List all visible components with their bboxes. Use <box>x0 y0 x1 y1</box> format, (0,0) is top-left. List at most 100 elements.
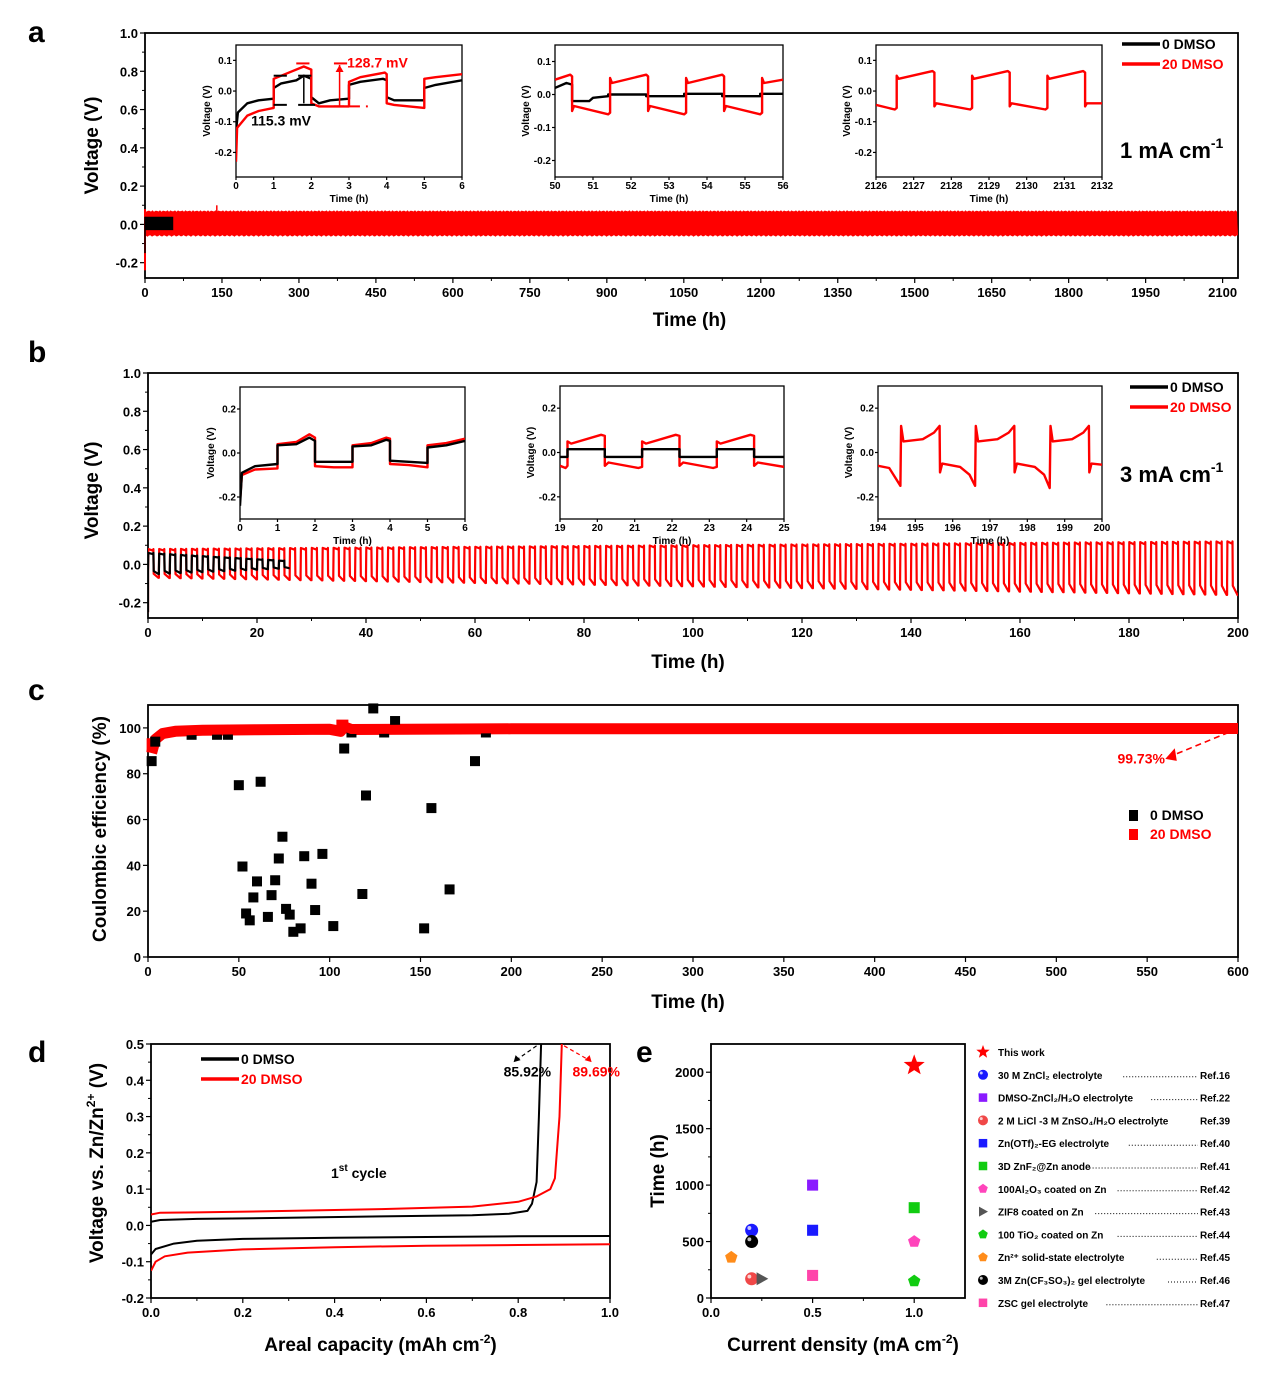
c-series-0-dmso-point <box>248 892 259 903</box>
a-x-tick-label: 450 <box>365 285 387 300</box>
b-inset2-series-0-dmso <box>560 448 784 459</box>
b-inset3-series-group <box>878 424 1102 490</box>
a-inset3-series-group <box>876 69 1102 111</box>
e-legend-label: Zn(OTf)₂-EG electrolyte <box>998 1139 1110 1150</box>
e-legend-marker-30-m-zncl-electrolyte <box>978 1069 988 1080</box>
e-legend-label: 30 M ZnCl₂ electrolyte <box>998 1071 1103 1082</box>
a-x-tick-label: 1800 <box>1054 285 1083 300</box>
d-x-tick-label: 0.8 <box>509 1305 527 1320</box>
a-x-tick-label: 1950 <box>1131 285 1160 300</box>
a-inset2-y-title: Voltage (V) <box>521 85 532 136</box>
c-series-0-dmso-point <box>262 911 273 922</box>
a-inset3-bg <box>876 45 1102 177</box>
b-inset1-y-title: Voltage (V) <box>206 427 217 478</box>
e-legend-label: 2 M LiCl -3 M ZnSO₄/H₂O electrolyte <box>998 1116 1169 1127</box>
a-x-tick-label: 750 <box>519 285 541 300</box>
e-x-tick-label: 0.0 <box>702 1305 720 1320</box>
c-series-0-dmso-point <box>233 780 244 791</box>
b-inset3-y-title: Voltage (V) <box>844 427 855 478</box>
d-x-tick-label: 0.6 <box>417 1305 435 1320</box>
e-point-zn-otf-eg-electrolyte <box>807 1224 819 1236</box>
a-inset2-y-tick-label: -0.1 <box>534 123 552 134</box>
b-inset3-x-tick-label: 199 <box>1056 523 1073 534</box>
a-inset1-x-tick-label: 4 <box>384 181 390 192</box>
a-inset2-x-tick-label: 55 <box>739 181 751 192</box>
b-x-tick-label: 100 <box>682 625 704 640</box>
c-series-0-dmso-point <box>252 876 262 887</box>
d-y-tick-label: -0.2 <box>122 1291 144 1306</box>
b-inset2-x-title: Time (h) <box>653 536 692 547</box>
a-y-title: Voltage (V) <box>82 97 103 195</box>
c-series-0-dmso-point <box>368 703 379 714</box>
c-series-0-dmso-point <box>284 909 295 920</box>
e-point-100al-o-coated-on-zn <box>908 1235 921 1247</box>
a-inset3-series-20-dmso <box>876 69 1102 111</box>
c-series-0-dmso-point <box>361 790 371 801</box>
a-inset2-x-tick-label: 56 <box>777 181 789 192</box>
d-y-tick-label: 0.3 <box>126 1110 144 1125</box>
a-x-tick-label: 1200 <box>746 285 775 300</box>
c-series-0-dmso-point <box>146 756 157 767</box>
d-eff-label-0-dmso: 85.92% <box>504 1064 552 1080</box>
d-y-title: Voltage vs. Zn/Zn2+ (V) <box>84 1063 108 1263</box>
e-x-tick-label: 1.0 <box>905 1305 923 1320</box>
a-plot-frame <box>144 32 1239 279</box>
c-series-0-dmso-point <box>310 905 321 916</box>
a-inset3-y-title: Voltage (V) <box>842 85 853 136</box>
c-series-0-dmso-point <box>328 921 339 932</box>
d-y-tick-label: 0.1 <box>126 1182 144 1197</box>
e-point-3d-znf-zn-anode <box>908 1202 920 1214</box>
e-legend-marker-2-m-licl-3-m-znso-h-o-electrolyte <box>978 1115 988 1126</box>
d-eff-arrow-red <box>563 1045 590 1061</box>
c-series-0-dmso-point <box>470 756 480 767</box>
b-current-density-label: 3 mA cm-1 <box>1120 459 1224 487</box>
b-inset1-x-tick-label: 3 <box>350 523 356 534</box>
b-y-tick-label: 1.0 <box>123 366 141 381</box>
a-inset3-y-tick-label: -0.1 <box>855 117 873 128</box>
a-inset3-x-tick-label: 2128 <box>940 181 963 192</box>
b-series-group <box>148 540 1238 613</box>
b-inset3-x-title: Time (h) <box>971 536 1010 547</box>
b-inset2-bg <box>560 386 784 519</box>
a-inset1-x-tick-label: 1 <box>271 181 277 192</box>
a-inset3-x-title: Time (h) <box>970 194 1009 205</box>
b-inset3-x-tick-label: 195 <box>907 523 924 534</box>
e-legend-label: ZSC gel electrolyte <box>998 1299 1088 1310</box>
b-x-tick-label: 60 <box>468 625 482 640</box>
panel-d-first-cycle: 0.0 0.2 0.4 0.6 0.8 1.0 -0.2 -0.1 0.0 0.1 0.2 0.3 0.… <box>84 1037 621 1356</box>
b-inset2-x-tick-label: 24 <box>741 523 753 534</box>
e-legend-label: DMSO-ZnCl₂/H₂O electrolyte <box>998 1094 1133 1105</box>
c-x-tick-label: 300 <box>682 964 704 979</box>
c-series-0-dmso-point <box>444 884 455 895</box>
c-x-tick-label: 250 <box>591 964 613 979</box>
e-y-tick-label: 1000 <box>675 1178 704 1193</box>
b-x-tick-label: 160 <box>1009 625 1031 640</box>
b-inset2-series-20-dmso <box>560 433 784 470</box>
a-inset1-y-tick-label: 0.0 <box>218 87 232 98</box>
b-inset3-x-tick-label: 196 <box>944 523 961 534</box>
c-y-tick-label: 60 <box>127 813 141 828</box>
b-x-tick-label: 180 <box>1118 625 1140 640</box>
e-point-2-m-licl-3-m-znso-h-o-electrolyte-highlight <box>747 1274 752 1279</box>
c-series-0-dmso-point <box>299 851 310 862</box>
e-point-3m-zn-cf-so-gel-electrolyte-highlight <box>747 1237 752 1242</box>
a-inset1-x-tick-label: 3 <box>346 181 352 192</box>
a-inset1-black-hysteresis-label: 115.3 mV <box>251 113 312 129</box>
e-y-tick-label: 500 <box>682 1235 704 1250</box>
b-inset2-x-tick-label: 21 <box>629 523 641 534</box>
a-y-tick-label: 0.0 <box>120 217 138 232</box>
e-point-30-m-zncl-electrolyte-body <box>745 1223 759 1237</box>
b-y-tick-label: 0.6 <box>123 443 141 458</box>
c-x-tick-label: 550 <box>1136 964 1158 979</box>
panel-letter-c: c <box>28 674 45 707</box>
b-inset2-x-tick-label: 22 <box>666 523 678 534</box>
b-x-tick-label: 200 <box>1227 625 1249 640</box>
d-eff-arrow-red-head <box>584 1055 592 1063</box>
e-legend-ref: Ref.47 <box>1200 1299 1230 1310</box>
a-inset1-x-tick-label: 0 <box>233 181 239 192</box>
a-inset3-x-tick-label: 2132 <box>1091 181 1114 192</box>
b-inset2-x-tick-label: 19 <box>554 523 566 534</box>
a-inset3-x-tick-label: 2126 <box>865 181 888 192</box>
c-x-tick-label: 450 <box>955 964 977 979</box>
c-legend-label: 20 DMSO <box>1150 826 1212 842</box>
